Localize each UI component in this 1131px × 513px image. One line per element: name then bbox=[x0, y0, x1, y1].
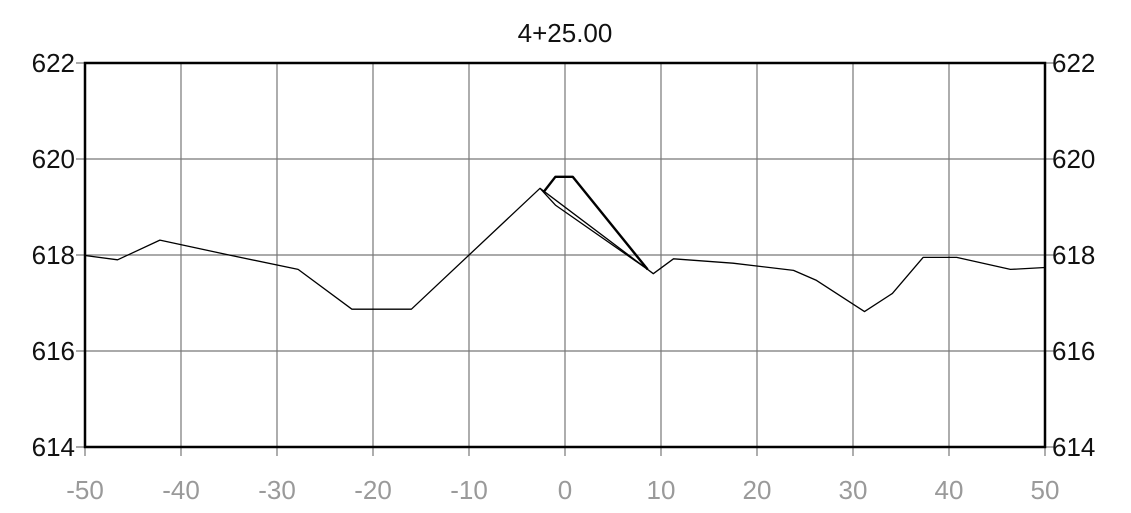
series-line-2 bbox=[539, 187, 648, 270]
x-tick-labels: -50 -40 -30 -20 -10 0 10 20 30 40 50 bbox=[66, 475, 1059, 505]
y-tick-label-left: 620 bbox=[32, 144, 75, 174]
y-tick-label-left: 618 bbox=[32, 240, 75, 270]
y-tick-labels-left: 614 616 618 620 622 bbox=[32, 48, 75, 462]
plot-frame bbox=[83, 61, 1047, 449]
y-tick-label-right: 616 bbox=[1052, 336, 1095, 366]
x-tick-label: 50 bbox=[1031, 475, 1060, 505]
y-tick-label-right: 618 bbox=[1052, 240, 1095, 270]
y-tick-label-left: 616 bbox=[32, 336, 75, 366]
x-tick-label: 20 bbox=[743, 475, 772, 505]
series-line-0 bbox=[84, 187, 1046, 313]
chart-title: 4+25.00 bbox=[518, 18, 613, 48]
y-tick-label-right: 614 bbox=[1052, 432, 1095, 462]
x-tick-label: 10 bbox=[647, 475, 676, 505]
x-tick-label: -30 bbox=[258, 475, 296, 505]
x-tick-label: -20 bbox=[354, 475, 392, 505]
x-tick-label: -10 bbox=[450, 475, 488, 505]
series-line-1 bbox=[542, 175, 649, 271]
y-tick-label-left: 622 bbox=[32, 48, 75, 78]
y-tick-label-left: 614 bbox=[32, 432, 75, 462]
y-tick-label-right: 622 bbox=[1052, 48, 1095, 78]
x-tick-label: -50 bbox=[66, 475, 104, 505]
x-tick-label: 0 bbox=[558, 475, 572, 505]
x-tick-label: 40 bbox=[935, 475, 964, 505]
y-tick-labels-right: 614 616 618 620 622 bbox=[1052, 48, 1095, 462]
x-tick-label: -40 bbox=[162, 475, 200, 505]
y-tick-label-right: 620 bbox=[1052, 144, 1095, 174]
x-tick-label: 30 bbox=[839, 475, 868, 505]
grid bbox=[76, 62, 1054, 456]
series-group bbox=[84, 175, 1046, 313]
